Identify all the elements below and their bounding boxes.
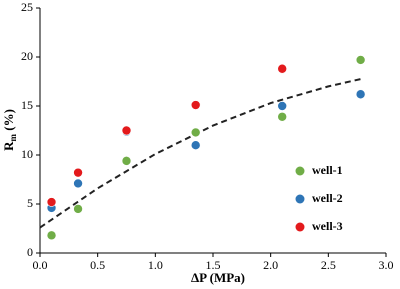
x-axis-label: ΔP (MPa) [191,270,245,285]
point [190,140,201,150]
point [46,230,57,241]
x-tick-label: 3.0 [379,258,394,272]
point [121,156,132,166]
y-tick-label: 10 [21,147,33,161]
point [46,197,57,207]
point [355,55,366,65]
legend-label: well-3 [312,219,343,233]
point [190,127,201,138]
y-tick-label: 15 [21,98,33,112]
point [277,101,288,111]
point [190,100,201,110]
x-tick-label: 0.5 [90,258,105,272]
y-tick-label: 0 [27,245,33,259]
fit-curve [39,77,364,229]
legend-marker [295,166,305,176]
y-tick-label: 5 [27,196,33,210]
point [73,178,83,189]
y-axis-label-sub: m [8,134,18,142]
point [121,125,132,136]
legend-label: well-1 [312,163,343,177]
y-axis-label-unit: (%) [1,109,16,134]
legend-marker [295,194,305,204]
y-axis-label-main: R [1,141,16,151]
point [73,167,83,178]
point [73,204,83,214]
x-tick-label: 1.5 [206,258,221,272]
x-tick-label: 2.0 [263,258,278,272]
x-tick-label: 0.0 [33,258,48,272]
x-tick-label: 2.5 [321,258,336,272]
x-tick-label: 1.0 [148,258,163,272]
y-tick-label: 25 [21,0,33,14]
point [277,63,288,74]
legend-marker [295,222,305,232]
point [355,89,366,100]
y-tick-label: 20 [21,49,33,63]
y-axis-label: Rm (%) [1,109,18,151]
point [277,111,288,122]
legend-label: well-2 [312,191,343,205]
